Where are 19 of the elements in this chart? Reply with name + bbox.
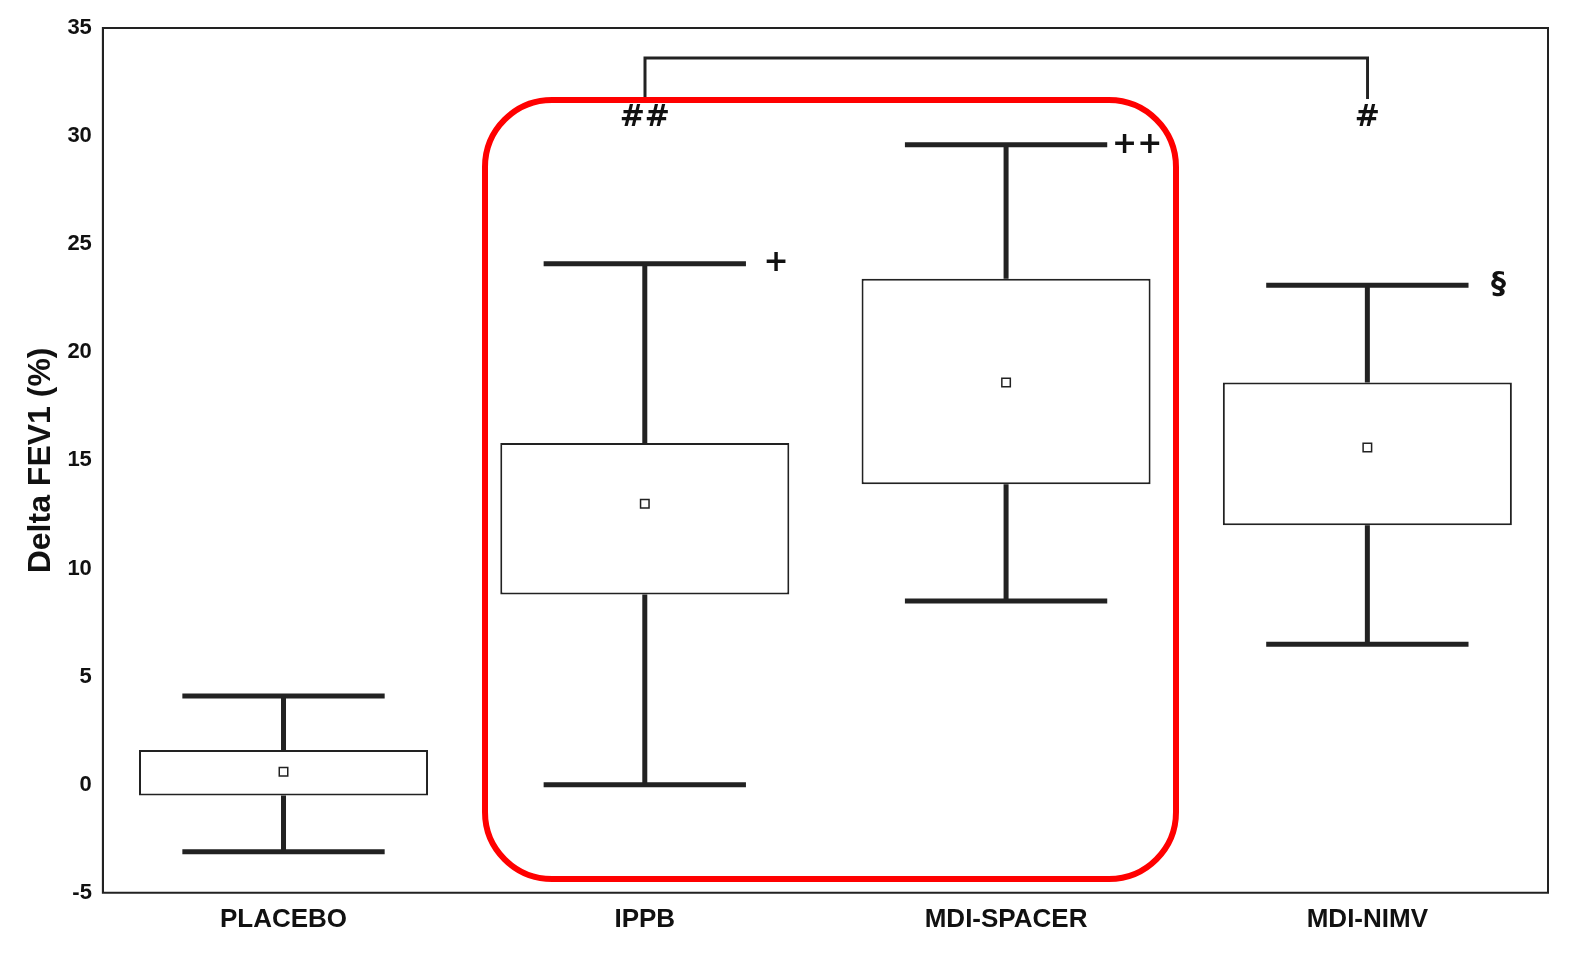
annotation: ## — [619, 98, 670, 134]
y-tick-label: 10 — [67, 554, 92, 580]
x-tick-label: IPPB — [614, 902, 676, 933]
y-tick-label: 15 — [67, 446, 92, 472]
y-tick-label: 0 — [79, 770, 92, 796]
x-tick-label: MDI-NIMV — [1306, 902, 1429, 933]
y-tick-label: -5 — [72, 878, 92, 904]
annotation: # — [1354, 98, 1380, 134]
annotation: + — [763, 243, 789, 279]
y-tick-label: 35 — [67, 14, 92, 40]
annotation: § — [1491, 265, 1507, 301]
y-tick-label: 20 — [67, 338, 92, 364]
annotation: ++ — [1112, 124, 1163, 160]
y-axis-title: Delta FEV1 (%) — [21, 347, 58, 574]
x-tick-label: PLACEBO — [219, 902, 348, 933]
y-tick-label: 25 — [67, 230, 92, 256]
y-tick-label: 5 — [79, 662, 92, 688]
x-tick-label: MDI-SPACER — [924, 902, 1088, 933]
y-tick-label: 30 — [67, 122, 92, 148]
